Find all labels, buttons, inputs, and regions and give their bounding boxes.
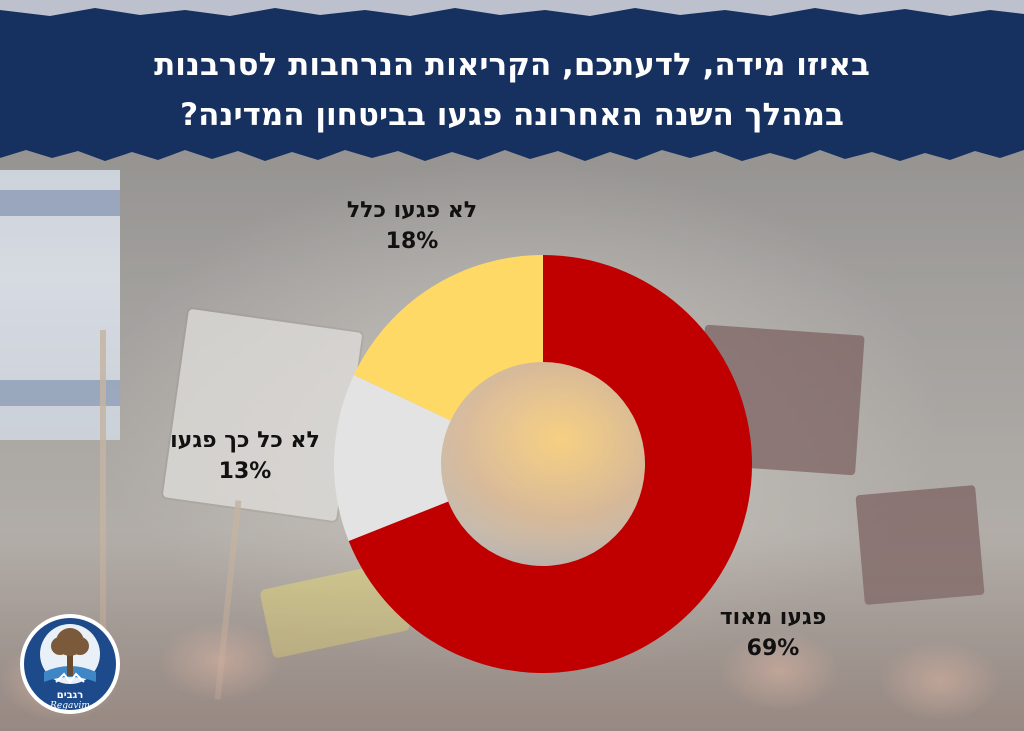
regavim-logo: רגבים Regavim	[18, 612, 122, 716]
label-very: פגעו מאוד 69%	[688, 603, 858, 665]
flag-pole	[100, 330, 106, 690]
slice-very-harmful	[348, 255, 753, 673]
header-banner: באיזו מידה, לדעתכם, הקריאות הנרחבות לסרב…	[0, 0, 1024, 170]
label-not-at-all: לא פגעו כלל 18%	[312, 196, 512, 258]
chart-title: באיזו מידה, לדעתכם, הקריאות הנרחבות לסרב…	[60, 40, 964, 140]
label-very-value: 69%	[746, 636, 800, 661]
title-line-1: באיזו מידה, לדעתכם, הקריאות הנרחבות לסרב…	[154, 47, 870, 83]
label-not-at-all-value: 18%	[385, 229, 439, 254]
tree-logo-icon: רגבים Regavim	[20, 614, 120, 714]
label-not-at-all-name: לא פגעו כלל	[346, 198, 478, 223]
label-not-so: לא כל כך פגעו 13%	[140, 426, 350, 488]
label-not-so-name: לא כל כך פגעו	[170, 428, 320, 453]
header-band-shape	[0, 0, 1024, 161]
label-not-so-value: 13%	[218, 459, 272, 484]
logo-text-en: Regavim	[49, 701, 90, 711]
slice-not-harmful-at-all	[353, 255, 543, 421]
logo-text: רגבים	[57, 690, 84, 701]
title-line-2: במהלך השנה האחרונה פגעו בביטחון המדינה?	[180, 97, 844, 133]
label-very-name: פגעו מאוד	[719, 605, 827, 630]
slice-not-so-harmful	[334, 375, 451, 541]
